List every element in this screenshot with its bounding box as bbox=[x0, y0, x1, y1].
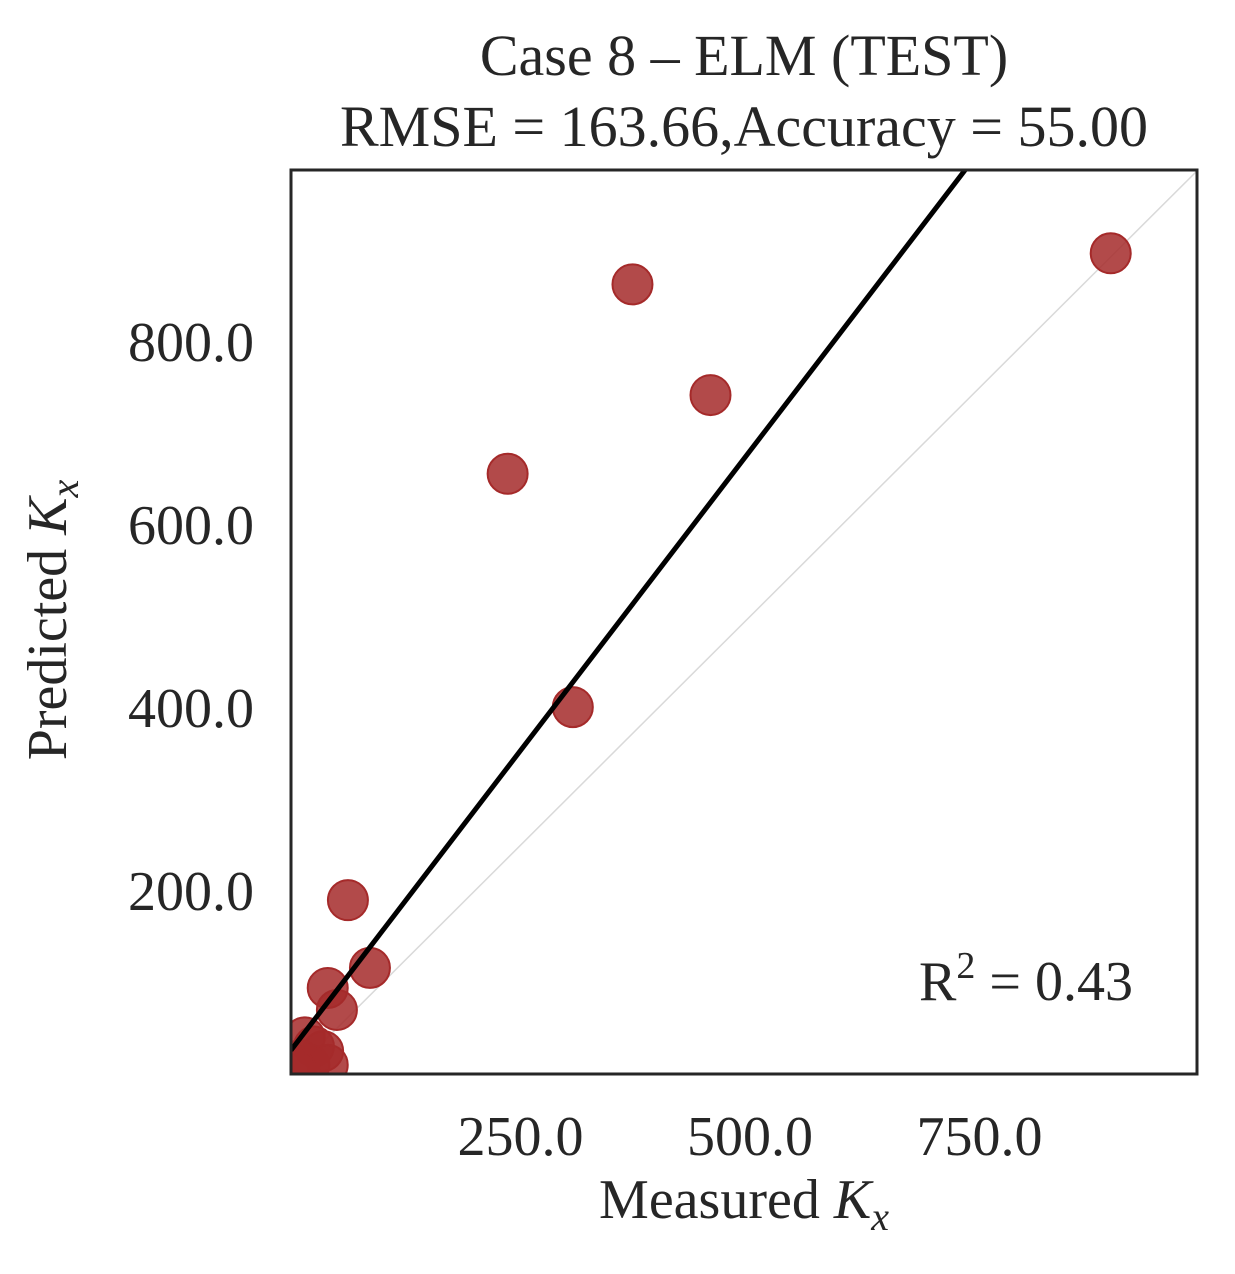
data-point bbox=[611, 263, 654, 306]
data-point bbox=[689, 374, 732, 417]
x-axis-label: Measured Kx bbox=[599, 1169, 889, 1239]
r-squared-annotation: R2 = 0.43 bbox=[919, 945, 1133, 1013]
axes-frame bbox=[289, 168, 1199, 1076]
y-tick-label: 800.0 bbox=[128, 312, 254, 374]
data-point bbox=[326, 879, 369, 922]
identity-line bbox=[291, 170, 1197, 1074]
y-axis-ticks: 200.0 400.0 600.0 800.0 bbox=[128, 312, 254, 923]
data-point bbox=[291, 1048, 317, 1074]
y-axis-label: Predicted Kx bbox=[17, 479, 87, 760]
x-axis-ticks: 250.0 500.0 750.0 bbox=[457, 1106, 1042, 1168]
y-tick-label: 400.0 bbox=[128, 678, 254, 740]
plot-area bbox=[291, 170, 1197, 1074]
regression-line bbox=[291, 170, 969, 1052]
data-point bbox=[1089, 232, 1132, 275]
chart-title: Case 8 – ELM (TEST) bbox=[480, 23, 1008, 88]
x-tick-label: 750.0 bbox=[916, 1106, 1042, 1168]
data-point bbox=[551, 686, 594, 729]
x-tick-label: 500.0 bbox=[687, 1106, 813, 1168]
y-tick-label: 200.0 bbox=[128, 861, 254, 923]
data-point bbox=[486, 452, 529, 495]
y-tick-label: 600.0 bbox=[128, 495, 254, 557]
x-tick-label: 250.0 bbox=[457, 1106, 583, 1168]
chart-subtitle: RMSE = 163.66,Accuracy = 55.00 bbox=[340, 94, 1148, 159]
